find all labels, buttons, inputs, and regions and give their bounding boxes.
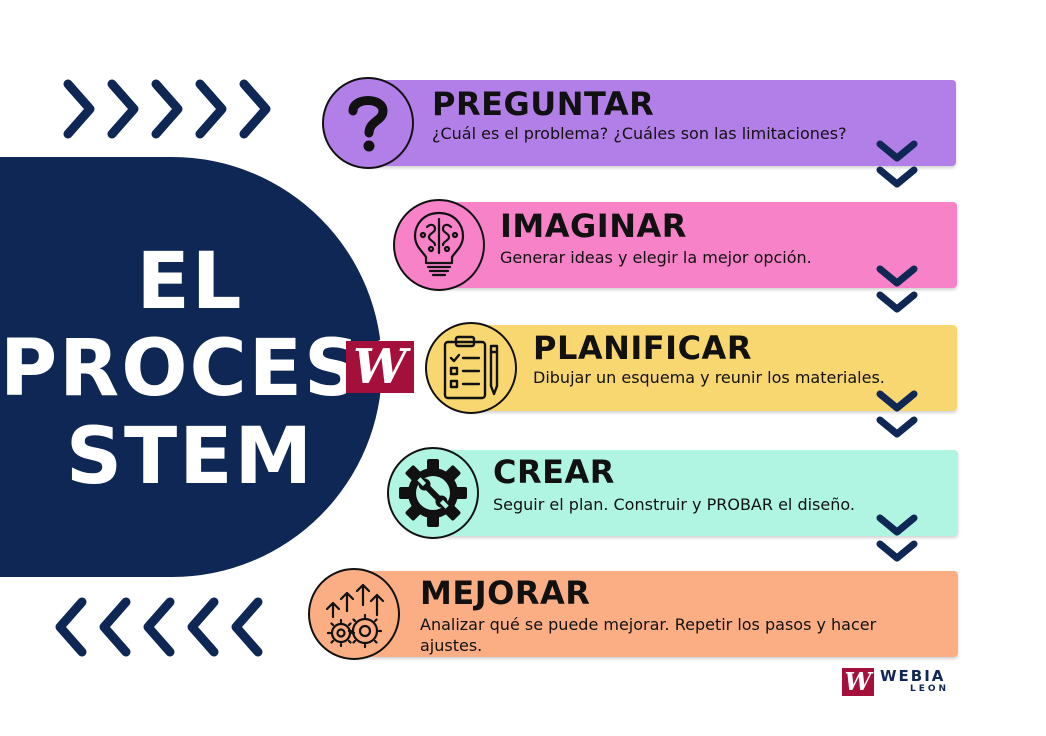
down-chevron-icon-1: [876, 140, 918, 188]
brand-mark: W: [842, 668, 874, 696]
center-logo: W: [346, 341, 414, 393]
step-title-planificar: PLANIFICAR: [533, 329, 752, 367]
brand-subtitle: LEON: [910, 684, 950, 694]
step-circle-mejorar: [308, 568, 400, 660]
step-desc-crear: Seguir el plan. Construir y PROBAR el di…: [493, 495, 855, 514]
title-line-el: EL: [136, 237, 244, 327]
brand-logo: W WEBIA LEON: [842, 668, 954, 696]
step-circle-imaginar: [393, 199, 485, 291]
clipboard-checklist-icon: [443, 335, 499, 400]
down-chevron-icon-4: [876, 514, 918, 562]
brain-lightbulb-icon: [413, 211, 465, 277]
gear-wrench-icon: [399, 459, 467, 527]
step-bar-planificar: [462, 325, 957, 411]
title-line-proceso: PROCESO: [0, 324, 431, 414]
step-title-crear: CREAR: [493, 453, 615, 491]
step-desc-imaginar: Generar ideas y elegir la mejor opción.: [500, 248, 812, 267]
step-title-preguntar: PREGUNTAR: [432, 85, 655, 123]
step-bar-crear: [426, 450, 958, 536]
step-circle-preguntar: [322, 77, 414, 169]
step-circle-planificar: [425, 322, 517, 414]
step-bar-mejorar: [352, 571, 958, 657]
left-chevrons-decoration: [55, 597, 263, 657]
step-title-mejorar: MEJORAR: [420, 574, 591, 612]
step-desc-mejorar: Analizar qué se puede mejorar. Repetir l…: [420, 615, 877, 655]
step-bar-imaginar: [428, 202, 957, 288]
step-circle-crear: [387, 447, 479, 539]
down-chevron-icon-2: [876, 265, 918, 313]
title-panel: [0, 157, 382, 577]
question-mark-icon: [348, 96, 388, 152]
step-desc-preguntar: ¿Cuál es el problema? ¿Cuáles son las li…: [432, 124, 847, 143]
gears-arrows-icon: [325, 583, 385, 649]
step-title-imaginar: IMAGINAR: [500, 207, 687, 245]
brand-name: WEBIA: [880, 667, 946, 685]
step-desc-planificar: Dibujar un esquema y reunir los material…: [533, 368, 885, 387]
right-chevrons-decoration: [63, 79, 271, 139]
step-bar-preguntar: [362, 80, 956, 166]
down-chevron-icon-3: [876, 390, 918, 438]
title-line-stem: STEM: [65, 412, 315, 502]
